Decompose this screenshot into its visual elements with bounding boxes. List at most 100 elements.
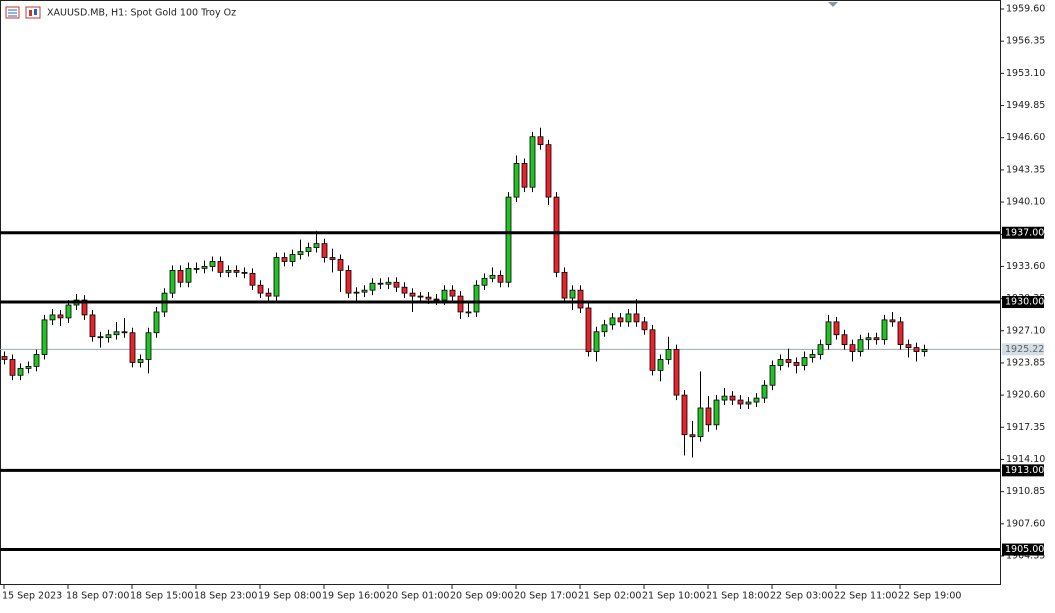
candle-body: [409, 292, 416, 297]
candle-body: [337, 259, 344, 271]
x-tick-label: 18 Sep 23:00: [194, 591, 257, 602]
candle-body: [561, 271, 568, 299]
x-tick-label: 19 Sep 08:00: [258, 591, 321, 602]
candle-body: [385, 281, 392, 285]
candle-body: [761, 384, 768, 399]
y-tick-label: 1946.60: [1006, 132, 1045, 143]
y-tick-label: 1927.10: [1006, 325, 1045, 336]
candle-body: [449, 289, 456, 297]
last-price-label: 1925.22: [1005, 344, 1044, 355]
candle-body: [553, 196, 560, 273]
x-tick-label: 22 Sep 11:00: [834, 591, 897, 602]
y-tick-label: 1917.35: [1006, 422, 1045, 433]
candle-body: [377, 282, 384, 285]
candle-body: [537, 136, 544, 146]
icon: [34, 9, 37, 15]
candle-body: [9, 359, 16, 376]
x-tick-label: 18 Sep 15:00: [130, 591, 193, 602]
candle-body: [97, 336, 104, 339]
candle-body: [505, 196, 512, 283]
candle-body: [105, 334, 112, 339]
x-tick-label: 22 Sep 03:00: [770, 591, 833, 602]
candle-body: [769, 365, 776, 386]
candle-body: [121, 331, 128, 334]
candle-body: [401, 286, 408, 294]
candle-body: [609, 317, 616, 326]
candle-body: [393, 281, 400, 288]
candle-body: [737, 399, 744, 405]
candle-body: [825, 321, 832, 346]
candle-body: [361, 289, 368, 293]
candle-body: [433, 298, 440, 301]
candle-body: [65, 304, 72, 319]
candle-body: [497, 274, 504, 283]
toolbar-icons: [5, 6, 41, 19]
candle-body: [641, 321, 648, 331]
x-tick-label: 20 Sep 17:00: [514, 591, 577, 602]
candle-body: [177, 269, 184, 283]
level-label-box: [1002, 543, 1044, 556]
x-tick-label: 19 Sep 16:00: [322, 591, 385, 602]
candle-body: [25, 366, 32, 369]
candle-body: [633, 313, 640, 323]
level-label: 1913.00: [1005, 465, 1044, 476]
candle-body: [81, 299, 88, 316]
candle-body: [673, 349, 680, 396]
candle-body: [713, 399, 720, 426]
candle-body: [425, 296, 432, 300]
candle-body: [833, 321, 840, 336]
candle-body: [585, 307, 592, 352]
y-tick-label: 1923.85: [1006, 357, 1045, 368]
candle-body: [17, 367, 24, 376]
candle-body: [465, 311, 472, 314]
candle-body: [665, 349, 672, 360]
candle-body: [649, 329, 656, 371]
candle-body: [521, 163, 528, 188]
candle-body: [697, 407, 704, 438]
candle-body: [273, 257, 280, 297]
candle-body: [57, 314, 64, 319]
candle-body: [625, 313, 632, 323]
candle-body: [113, 331, 120, 336]
plot-frame: [0, 0, 1001, 585]
candle-body: [817, 344, 824, 355]
candle-body: [777, 359, 784, 366]
candle-body: [793, 362, 800, 366]
candle-body: [33, 354, 40, 367]
candle-body: [249, 272, 256, 286]
candle-body: [729, 395, 736, 401]
candle-body: [441, 289, 448, 301]
x-tick-label: 20 Sep 01:00: [386, 591, 449, 602]
candle-body: [145, 332, 152, 360]
candle-body: [169, 269, 176, 294]
candle-body: [257, 284, 264, 294]
candle-body: [897, 321, 904, 346]
candle-body: [617, 317, 624, 323]
candle-body: [601, 324, 608, 333]
y-tick-label: 1949.85: [1006, 100, 1045, 111]
candle-body: [89, 314, 96, 338]
level-label: 1930.00: [1005, 297, 1044, 308]
candle-body: [1, 356, 8, 360]
candle-body: [513, 163, 520, 198]
y-tick-label: 1953.10: [1006, 68, 1045, 79]
candle-body: [313, 243, 320, 249]
level-label: 1905.00: [1005, 544, 1044, 555]
candle-body: [321, 243, 328, 258]
y-tick-label: 1914.10: [1006, 454, 1045, 465]
candle-body: [841, 334, 848, 346]
last-price-box: [1002, 343, 1044, 356]
candle-body: [241, 271, 248, 274]
candle-body: [369, 282, 376, 291]
y-tick-label: 1910.85: [1006, 486, 1045, 497]
y-tick-label: 1943.35: [1006, 164, 1045, 175]
x-tick-label: 15 Sep 2023: [2, 591, 62, 602]
candle-body: [593, 331, 600, 352]
candle-body: [185, 267, 192, 283]
candle-body: [201, 266, 208, 269]
candle-body: [529, 136, 536, 188]
chart-title: XAUUSD.MB, H1: Spot Gold 100 Troy Oz: [47, 8, 236, 19]
x-tick-label: 21 Sep 02:00: [578, 591, 641, 602]
